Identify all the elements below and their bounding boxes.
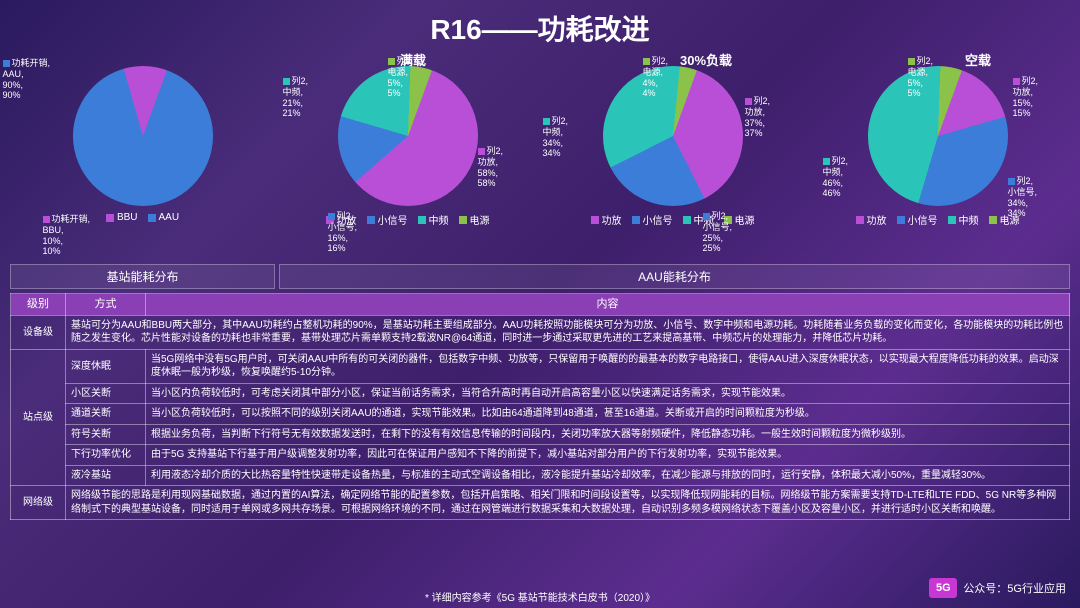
cell-method: 小区关断 [66,383,146,404]
pie-label: 列2,电源,5%,5% [388,56,414,99]
table-row: 网络级网络级节能的思路是利用现网基础数据，通过内置的AI算法，确定网络节能的配置… [11,486,1070,520]
cell-content: 根据业务负荷，当判断下行符号无有效数据发送时，在剩下的没有有效信息传输的时间段内… [146,424,1070,445]
pie-label: 列2,功放,15%,15% [1013,76,1039,119]
section-header-2: AAU能耗分布 [279,264,1070,289]
pie-label: 列2,小信号,25%,25% [703,211,733,254]
chart-legend: 功放小信号中频电源 [856,212,1020,227]
table-header: 方式 [66,294,146,316]
legend-item: 中频 [418,212,449,227]
footer-note: * 详细内容参考《5G 基站节能技术白皮书（2020）》 [0,589,1080,604]
pie-label: 功耗开销,AAU,90%,90% [3,58,51,101]
table-row: 液冷基站利用液态冷却介质的大比热容量特性快速带走设备热量，与标准的主动式空调设备… [11,465,1070,486]
section-headers: 基站能耗分布 AAU能耗分布 [10,264,1070,289]
chart-1: 满载列2,功放,58%,58%列2,小信号,16%,16%列2,中频,21%,2… [275,52,540,262]
table-header: 内容 [146,294,1070,316]
cell-method: 符号关断 [66,424,146,445]
cell-content: 当小区负荷较低时，可以按照不同的级别关闭AAU的通道，实现节能效果。比如由64通… [146,404,1070,425]
pie-chart [868,66,1008,206]
cell-content: 当5G网络中没有5G用户时，可关闭AAU中所有的可关闭的器件，包括数字中频、功放… [146,349,1070,383]
section-header-1: 基站能耗分布 [10,264,275,289]
cell-content: 由于5G 支持基站下行基于用户级调整发射功率，因此可在保证用户感知不下降的前提下… [146,445,1070,466]
cell-method: 液冷基站 [66,465,146,486]
chart-3: 空载列2,功放,15%,15%列2,小信号,34%,34%列2,中频,46%,4… [805,52,1070,262]
legend-item: 功放 [856,212,887,227]
cell-level: 站点级 [11,349,66,486]
legend-item: 小信号 [632,212,673,227]
pie-label: 列2,功放,37%,37% [745,96,771,139]
page-title: R16——功耗改进 [0,0,1080,52]
cell-method: 下行功率优化 [66,445,146,466]
table-row: 通道关断当小区负荷较低时，可以按照不同的级别关闭AAU的通道，实现节能效果。比如… [11,404,1070,425]
cell-content: 基站可分为AAU和BBU两大部分，其中AAU功耗约占整机功耗的90%，是基站功耗… [66,315,1070,349]
pie-label: 列2,电源,4%,4% [643,56,669,99]
pie-label: 列2,中频,21%,21% [283,76,309,119]
cell-method: 深度休眠 [66,349,146,383]
chart-legend: BBU AAU [106,212,179,223]
legend-item: 小信号 [897,212,938,227]
content-table: 级别方式内容设备级基站可分为AAU和BBU两大部分，其中AAU功耗约占整机功耗的… [10,293,1070,520]
chart-2: 30%负载列2,功放,37%,37%列2,小信号,25%,25%列2,中频,34… [540,52,805,262]
legend-item: 功放 [591,212,622,227]
pie-label: 列2,中频,46%,46% [823,156,849,199]
cell-content: 利用液态冷却介质的大比热容量特性快速带走设备热量，与标准的主动式空调设备相比，液… [146,465,1070,486]
legend-item: BBU [106,212,138,223]
pie-label: 列2,电源,5%,5% [908,56,934,99]
charts-row: 功耗开销,AAU,90%,90%功耗开销,BBU,10%,10%BBUAAU满载… [0,52,1080,262]
pie-chart [73,66,213,206]
pie-label: 功耗开销,BBU,10%,10% [43,214,91,257]
cell-method: 通道关断 [66,404,146,425]
brand-badge: 5G 公众号：5G行业应用 [929,578,1066,598]
pie-label: 列2,小信号,16%,16% [328,211,358,254]
brand-logo: 5G [929,578,957,598]
pie-label: 列2,中频,34%,34% [543,116,569,159]
cell-level: 网络级 [11,486,66,520]
chart-0: 功耗开销,AAU,90%,90%功耗开销,BBU,10%,10%BBUAAU [10,52,275,262]
legend-item: 中频 [948,212,979,227]
cell-level: 设备级 [11,315,66,349]
pie-label: 列2,功放,58%,58% [478,146,504,189]
table-row: 站点级深度休眠当5G网络中没有5G用户时，可关闭AAU中所有的可关闭的器件，包括… [11,349,1070,383]
table-row: 设备级基站可分为AAU和BBU两大部分，其中AAU功耗约占整机功耗的90%，是基… [11,315,1070,349]
table-header: 级别 [11,294,66,316]
legend-item: 电源 [459,212,490,227]
table-row: 符号关断根据业务负荷，当判断下行符号无有效数据发送时，在剩下的没有有效信息传输的… [11,424,1070,445]
legend-item: AAU [148,212,180,223]
table-row: 小区关断当小区内负荷较低时，可考虑关闭其中部分小区，保证当前话务需求，当符合升高… [11,383,1070,404]
cell-content: 网络级节能的思路是利用现网基础数据，通过内置的AI算法，确定网络节能的配置参数，… [66,486,1070,520]
legend-item: 小信号 [367,212,408,227]
cell-content: 当小区内负荷较低时，可考虑关闭其中部分小区，保证当前话务需求，当符合升高时再自动… [146,383,1070,404]
table-row: 下行功率优化由于5G 支持基站下行基于用户级调整发射功率，因此可在保证用户感知不… [11,445,1070,466]
brand-text: 公众号：5G行业应用 [963,580,1066,596]
pie-label: 列2,小信号,34%,34% [1008,176,1038,219]
pie-chart [603,66,743,206]
